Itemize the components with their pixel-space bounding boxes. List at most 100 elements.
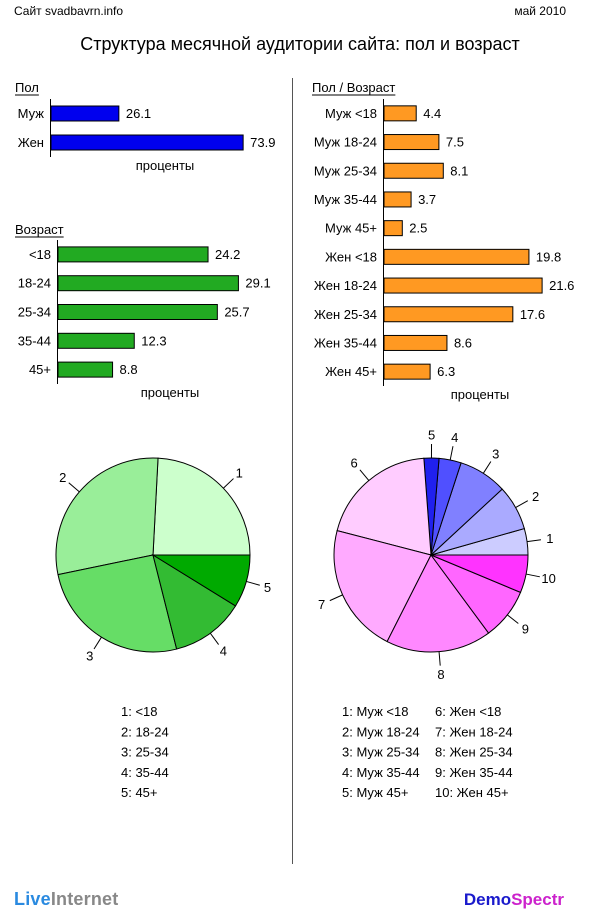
gender_age_pie-leader — [359, 469, 370, 481]
gender_age-bar — [383, 220, 403, 237]
gender_age_pie-leader — [507, 614, 519, 624]
gender_age_pie-slice — [336, 457, 432, 556]
gender-age-pie-legend-item: 5: Муж 45+ — [342, 785, 408, 800]
age-category-label: 25-34 — [18, 305, 51, 320]
gender_age_pie-slice-label: 6 — [351, 455, 358, 470]
gender_age-category-label: Муж 18-24 — [314, 135, 377, 150]
age_pie-slice — [151, 554, 251, 607]
gender_age-value-label: 17.6 — [520, 307, 545, 322]
age_pie-leader — [222, 478, 234, 489]
gender_age-category-label: Жен <18 — [325, 249, 377, 264]
gender-age-pie-legend-item: 4: Муж 35-44 — [342, 765, 420, 780]
age_pie-leader — [209, 632, 220, 645]
gender_age_pie-slice-label: 9 — [522, 622, 529, 637]
report-date: май 2010 — [514, 4, 566, 18]
age_pie-slice — [152, 457, 251, 556]
gender_age_pie-slice-label: 1 — [546, 531, 553, 546]
age-title: Возраст — [15, 222, 64, 237]
age-pie-legend-item: 1: <18 — [121, 704, 158, 719]
gender_age-bar — [383, 248, 530, 265]
gender_age-category-label: Жен 25-34 — [314, 307, 377, 322]
age-pie-legend-item: 2: 18-24 — [121, 724, 169, 739]
gender_age_pie-slice — [430, 554, 529, 594]
age-bar — [57, 246, 209, 263]
gender-bar — [50, 105, 120, 122]
age-xlabel: проценты — [141, 385, 200, 400]
age-value-label: 24.2 — [215, 247, 240, 262]
age-category-label: 35-44 — [18, 333, 51, 348]
gender_age-value-label: 8.6 — [454, 335, 472, 350]
gender_age-bar — [383, 277, 543, 294]
gender_age-value-label: 4.4 — [423, 106, 441, 121]
gender_age-category-label: Жен 45+ — [325, 364, 377, 379]
gender_age-category-label: Муж 45+ — [325, 221, 377, 236]
logo-right-part2: Spectr — [511, 890, 564, 909]
age-bar — [57, 304, 218, 320]
gender_age-title: Пол / Возраст — [312, 80, 395, 95]
age-value-label: 8.8 — [120, 362, 138, 377]
page-title: Структура месячной аудитории сайта: пол … — [80, 34, 520, 54]
age-value-label: 12.3 — [141, 333, 166, 348]
age-bar — [57, 275, 239, 292]
age_pie-leader — [93, 636, 102, 650]
gender_age-bar — [383, 306, 514, 323]
gender-age-pie-legend-item: 1: Муж <18 — [342, 704, 408, 719]
gender_age-value-label: 19.8 — [536, 249, 561, 264]
gender_age-value-label: 8.1 — [450, 163, 468, 178]
age-category-label: <18 — [29, 247, 51, 262]
gender-age-pie-legend-item: 3: Муж 25-34 — [342, 745, 420, 760]
age-bar — [57, 332, 135, 349]
gender_age_pie-leader — [527, 539, 542, 543]
gender_age_pie-slice-label: 3 — [492, 446, 499, 461]
gender_age-bar — [383, 134, 440, 151]
gender_age-category-label: Муж 25-34 — [314, 163, 377, 178]
age-bar — [57, 361, 114, 378]
age_pie-leader — [68, 482, 80, 493]
gender_age-category-label: Жен 35-44 — [314, 335, 377, 350]
gender_age-category-label: Муж <18 — [325, 106, 377, 121]
age-pie-legend-item: 5: 45+ — [121, 785, 158, 800]
gender_age-bar — [383, 363, 431, 380]
site-name: Сайт svadbavrn.info — [14, 4, 124, 18]
gender-category-label: Жен — [18, 135, 44, 150]
age_pie-slice — [152, 553, 237, 650]
liveinternet-logo[interactable]: LiveInternet — [14, 889, 118, 910]
gender-age-pie-legend-item: 8: Жен 25-34 — [435, 745, 513, 760]
age-pie-legend-item: 4: 35-44 — [121, 765, 169, 780]
gender-category-label: Муж — [18, 106, 45, 121]
gender-bar — [50, 134, 244, 151]
gender_age_pie-slice-label: 7 — [318, 597, 325, 612]
age-value-label: 25.7 — [224, 305, 249, 320]
gender_age_pie-leader — [438, 651, 441, 666]
gender-age-pie-legend-item: 10: Жен 45+ — [435, 785, 509, 800]
gender_age-bar — [383, 191, 412, 208]
demospectr-logo[interactable]: DemoSpectr — [464, 890, 564, 910]
gender_age_pie-leader — [449, 446, 454, 461]
gender_age_pie-leader — [329, 594, 343, 602]
gender-xlabel: проценты — [136, 158, 195, 173]
gender-age-pie-legend-item: 7: Жен 18-24 — [435, 724, 513, 739]
gender-value-label: 26.1 — [126, 106, 151, 121]
age-category-label: 18-24 — [18, 276, 51, 291]
gender-age-pie-legend-item: 6: Жен <18 — [435, 704, 501, 719]
gender-age-pie-legend-item: 9: Жен 35-44 — [435, 765, 513, 780]
gender_age-value-label: 7.5 — [446, 135, 464, 150]
gender_age-value-label: 21.6 — [549, 278, 574, 293]
age-pie-legend-item: 3: 25-34 — [121, 745, 169, 760]
gender_age-value-label: 2.5 — [409, 221, 427, 236]
gender-value-label: 73.9 — [250, 135, 275, 150]
gender_age_pie-leader — [526, 573, 540, 578]
gender_age-category-label: Муж 35-44 — [314, 192, 377, 207]
gender_age-bar — [383, 105, 417, 122]
age_pie-slice-label: 3 — [86, 648, 93, 663]
age_pie-slice-label: 5 — [264, 580, 271, 595]
gender_age-value-label: 6.3 — [437, 364, 455, 379]
gender_age-bar — [383, 162, 444, 179]
column-divider — [292, 78, 293, 864]
gender_age-category-label: Жен 18-24 — [314, 278, 377, 293]
age_pie-slice-label: 1 — [236, 466, 243, 481]
gender_age-xlabel: проценты — [451, 387, 510, 402]
logo-right-part1: Demo — [463, 890, 512, 909]
age_pie-slice-label: 4 — [220, 643, 227, 658]
